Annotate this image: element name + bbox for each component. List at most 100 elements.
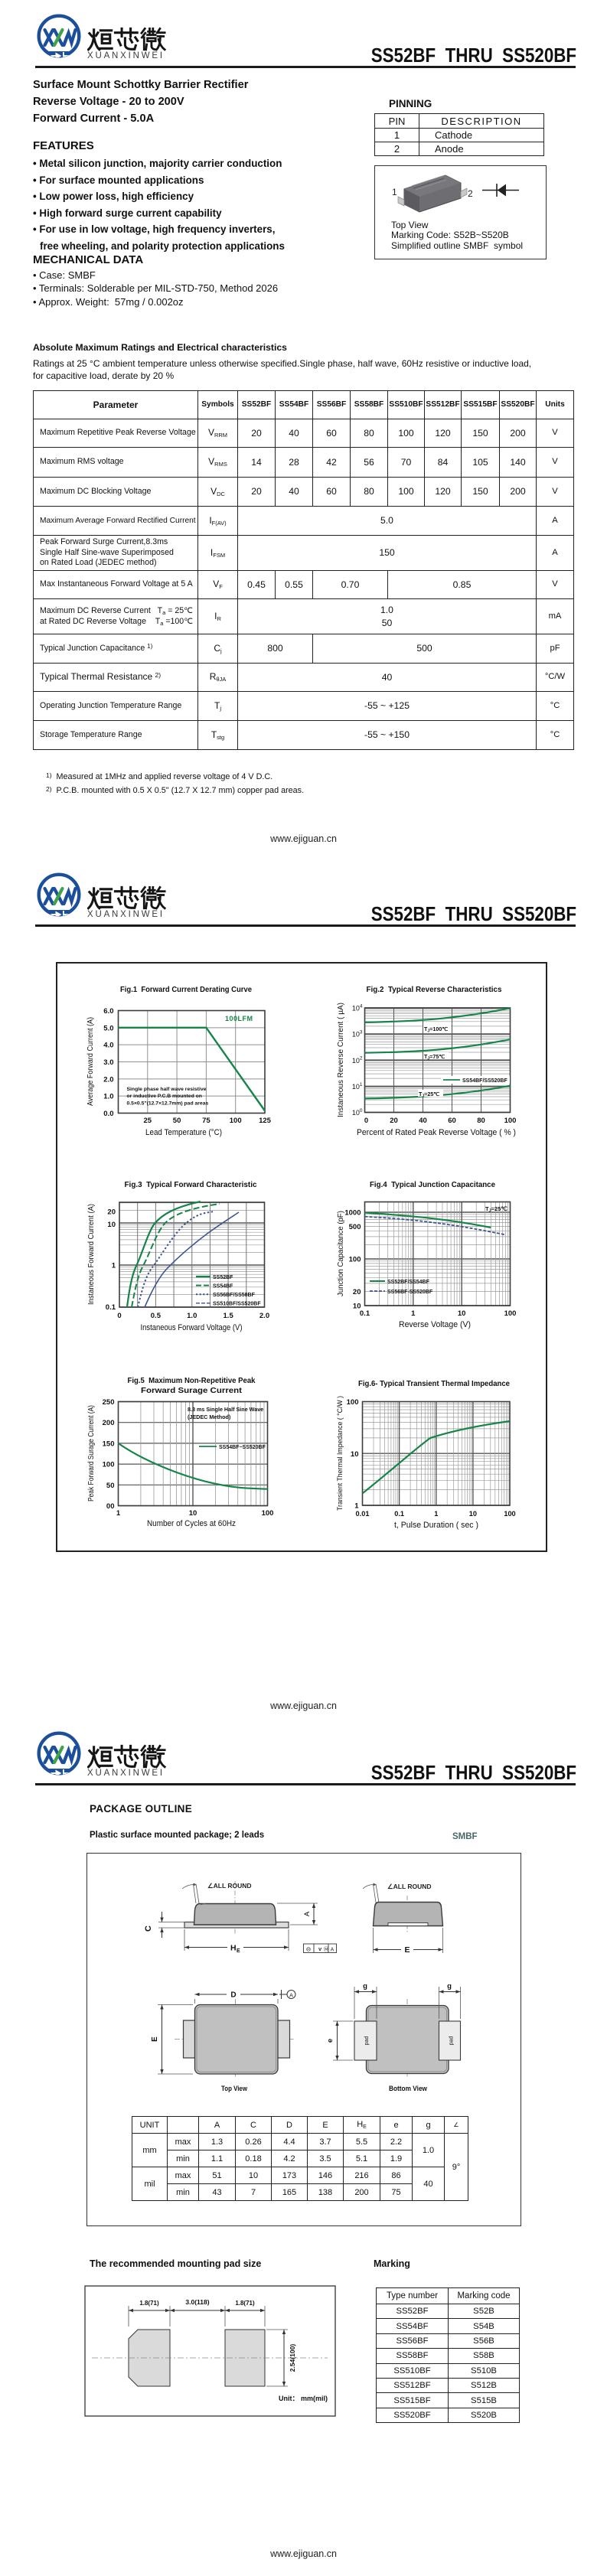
svg-text:SS52BF/SS54BF: SS52BF/SS54BF: [387, 1280, 430, 1285]
svg-text:e: e: [326, 2039, 335, 2043]
svg-text:10: 10: [107, 1221, 116, 1229]
svg-text:200: 200: [103, 1419, 115, 1427]
svg-text:100: 100: [230, 1117, 242, 1125]
svg-text:0.01: 0.01: [356, 1510, 370, 1518]
svg-text:104: 104: [352, 1003, 363, 1012]
svg-text:150: 150: [103, 1440, 115, 1448]
svg-text:Fig.1 Forward Current Deratin: Fig.1 Forward Current Derating Curve: [120, 986, 252, 994]
svg-text:⊖: ⊖: [306, 1946, 312, 1953]
svg-text:100: 100: [103, 1461, 115, 1469]
svg-text:2: 2: [468, 188, 473, 199]
svg-text:6.0: 6.0: [103, 1007, 113, 1016]
svg-text:2.0: 2.0: [259, 1312, 269, 1320]
svg-text:0.1: 0.1: [106, 1303, 116, 1312]
svg-text:25: 25: [144, 1117, 152, 1125]
svg-text:100: 100: [349, 1256, 361, 1264]
svg-text:250: 250: [103, 1398, 115, 1407]
svg-text:0: 0: [364, 1117, 368, 1125]
svg-text:0.5×0.5"(12.7×12.7mm) pad are: 0.5×0.5"(12.7×12.7mm) pad areas: [127, 1101, 209, 1106]
svg-text:10: 10: [353, 1303, 361, 1311]
svg-text:SS54BF: SS54BF: [213, 1283, 233, 1289]
svg-text:1.8(71): 1.8(71): [139, 2300, 159, 2307]
svg-text:10: 10: [458, 1309, 466, 1318]
svg-text:125: 125: [259, 1117, 272, 1125]
svg-text:3.0: 3.0: [103, 1058, 113, 1067]
svg-text:Fig.5 Maximum Non-Repetitive: Fig.5 Maximum Non-Repetitive Peak: [128, 1377, 256, 1385]
svg-text:20: 20: [390, 1117, 398, 1125]
svg-text:0.0: 0.0: [103, 1110, 113, 1118]
svg-text:3.0(118): 3.0(118): [185, 2298, 209, 2306]
svg-text:∠ALL ROUND: ∠ALL ROUND: [207, 1882, 252, 1890]
svg-text:0: 0: [117, 1312, 121, 1320]
svg-text:1.5: 1.5: [224, 1312, 234, 1320]
svg-text:500: 500: [349, 1223, 361, 1231]
svg-text:Instaneous Reverse Current ( µ: Instaneous Reverse Current ( µA): [337, 1003, 345, 1117]
svg-text:Simplified outline SMBF symbo: Simplified outline SMBF symbol: [391, 240, 523, 251]
svg-text:Number of Cycles at 60Hz: Number of Cycles at 60Hz: [147, 1519, 236, 1528]
svg-text:5.0: 5.0: [103, 1024, 113, 1032]
svg-text:Instaneous Forward Voltage (V): Instaneous Forward Voltage (V): [141, 1323, 243, 1332]
svg-text:C: C: [144, 1925, 153, 1932]
svg-text:100: 100: [504, 1309, 517, 1318]
svg-text:A: A: [331, 1948, 335, 1953]
svg-text:pad: pad: [449, 2036, 455, 2046]
svg-text:10: 10: [189, 1509, 197, 1518]
svg-text:2.54(100): 2.54(100): [289, 2344, 296, 2372]
svg-text:SS56BF/SS58BF: SS56BF/SS58BF: [213, 1293, 256, 1298]
svg-text:40: 40: [419, 1117, 427, 1125]
svg-text:1: 1: [354, 1502, 359, 1511]
svg-text:Average Forward Current (A): Average Forward Current (A): [86, 1017, 95, 1106]
svg-text:Instaneous Forward Current (A): Instaneous Forward Current (A): [87, 1204, 96, 1305]
svg-text:Fig.4 Typical Junction Capaci: Fig.4 Typical Junction Capacitance: [370, 1181, 495, 1189]
svg-text:100: 100: [262, 1509, 274, 1518]
svg-text:D: D: [230, 1991, 236, 2000]
svg-text:1.0: 1.0: [187, 1312, 197, 1320]
svg-text:1.8(71): 1.8(71): [235, 2300, 255, 2307]
svg-text:Fig.3 Typical Forward Charact: Fig.3 Typical Forward Characteristic: [125, 1181, 257, 1189]
svg-text:1.0: 1.0: [103, 1093, 113, 1101]
svg-text:TJ=100℃: TJ=100℃: [424, 1026, 448, 1034]
svg-text:1: 1: [392, 187, 397, 197]
svg-text:or inductive P.C.B mounted on: or inductive P.C.B mounted on: [127, 1094, 202, 1099]
svg-text:102: 102: [352, 1056, 363, 1065]
svg-text:75: 75: [202, 1117, 210, 1125]
svg-text:Top View: Top View: [221, 2085, 247, 2092]
svg-text:E: E: [151, 2036, 159, 2042]
svg-text:10: 10: [469, 1510, 477, 1518]
svg-text:SS510BF/SS520BF: SS510BF/SS520BF: [213, 1302, 261, 1307]
svg-text:4.0: 4.0: [103, 1042, 113, 1050]
svg-text:101: 101: [352, 1082, 363, 1091]
svg-text:20: 20: [353, 1288, 361, 1296]
svg-text:H: H: [230, 1944, 237, 1953]
svg-text:100: 100: [504, 1510, 515, 1518]
svg-text:g: g: [363, 1982, 367, 1991]
svg-text:TJ=25℃: TJ=25℃: [419, 1091, 439, 1099]
svg-text:Lead Temperature (°C): Lead Temperature (°C): [145, 1128, 222, 1137]
svg-text:20: 20: [107, 1208, 116, 1217]
svg-text:TJ=75℃: TJ=75℃: [424, 1053, 445, 1061]
svg-text:(JEDEC Method): (JEDEC Method): [188, 1414, 231, 1420]
svg-text:2.0: 2.0: [103, 1075, 113, 1084]
svg-text:Transient Thermal Impedance (: Transient Thermal Impedance ( °C/W ): [336, 1396, 344, 1511]
svg-text:60: 60: [448, 1117, 456, 1125]
svg-text:50: 50: [106, 1482, 115, 1490]
svg-text:Marking Code: S52B~S520B: Marking Code: S52B~S520B: [391, 230, 509, 240]
svg-text:Top View: Top View: [391, 220, 429, 230]
svg-text:80: 80: [477, 1117, 485, 1125]
svg-text:Bottom View: Bottom View: [389, 2085, 427, 2092]
svg-text:00: 00: [106, 1502, 115, 1511]
svg-text:100: 100: [504, 1117, 517, 1125]
svg-text:pad: pad: [364, 2036, 370, 2046]
svg-text:1: 1: [411, 1309, 416, 1318]
svg-text:1: 1: [434, 1510, 438, 1518]
svg-text:Unit： mm(mil): Unit： mm(mil): [279, 2395, 328, 2402]
svg-text:Fig.6- Typical Transient Therm: Fig.6- Typical Transient Thermal Impedan…: [358, 1380, 510, 1388]
svg-text:Fig.2 Typical Reverse Charact: Fig.2 Typical Reverse Characteristics: [367, 986, 502, 994]
svg-text:Reverse Voltage (V): Reverse Voltage (V): [399, 1320, 471, 1329]
svg-text:1: 1: [112, 1262, 116, 1270]
svg-text:SS54BF/SS520BF: SS54BF/SS520BF: [462, 1078, 507, 1084]
svg-text:A: A: [303, 1911, 312, 1916]
svg-text:100: 100: [347, 1398, 359, 1407]
svg-text:Ⓜ: Ⓜ: [324, 1946, 330, 1953]
svg-text:Junction Capacitance (pF): Junction Capacitance (pF): [337, 1211, 345, 1296]
